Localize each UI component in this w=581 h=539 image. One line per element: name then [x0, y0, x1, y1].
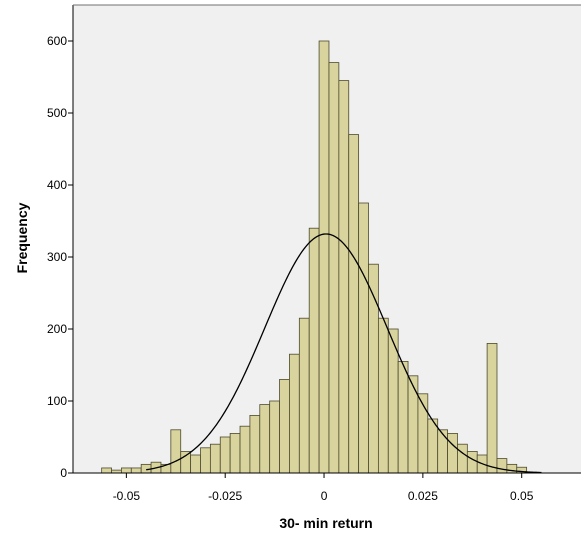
y-tick-label: 400 — [47, 178, 67, 192]
x-tick-label: 0 — [321, 489, 328, 503]
histogram-bar — [348, 134, 360, 474]
histogram-bar — [437, 429, 448, 474]
histogram-bar — [496, 458, 508, 474]
histogram-bar — [447, 432, 458, 474]
histogram-bar — [170, 429, 182, 474]
y-tick-label: 200 — [47, 322, 67, 336]
histogram-bar — [121, 467, 132, 474]
x-axis-title: 30- min return — [279, 515, 372, 531]
histogram-bar — [200, 447, 211, 474]
histogram-bar — [407, 375, 419, 474]
x-tick-label: -0.05 — [113, 489, 141, 503]
histogram-bar — [338, 80, 350, 474]
histogram-bar — [269, 400, 280, 474]
histogram-bars — [101, 40, 528, 474]
y-tick-label: 100 — [47, 394, 67, 408]
histogram-bar — [328, 62, 340, 474]
histogram-bar — [209, 443, 221, 474]
histogram-bar — [358, 202, 369, 474]
histogram-bar — [219, 436, 231, 474]
histogram-bar — [101, 467, 112, 474]
histogram-bar — [298, 317, 310, 474]
histogram-bar — [259, 404, 271, 474]
y-axis-title: Frequency — [14, 202, 30, 273]
histogram-bar — [180, 450, 192, 474]
histogram-bar — [190, 454, 201, 474]
x-tick-label: 0.025 — [408, 489, 438, 503]
plot-frame — [72, 4, 581, 474]
y-tick-label: 300 — [47, 250, 67, 264]
histogram-bar — [486, 342, 498, 474]
histogram-bar — [397, 360, 409, 474]
histogram-bar — [377, 317, 389, 474]
x-axis: -0.05 -0.025 0 0.025 0.05 — [113, 473, 534, 503]
y-axis: 0 100 200 300 400 500 600 — [47, 34, 73, 480]
histogram-bar — [239, 425, 251, 474]
histogram-bar — [279, 378, 290, 474]
histogram-bar — [289, 353, 300, 474]
histogram-bar — [506, 463, 518, 474]
x-tick-label: -0.025 — [208, 489, 242, 503]
y-tick-label: 500 — [47, 106, 67, 120]
y-tick-label: 600 — [47, 34, 67, 48]
x-tick-label: 0.05 — [510, 489, 534, 503]
histogram-bar — [457, 443, 468, 474]
histogram-bar — [427, 418, 439, 474]
histogram-bar — [229, 432, 241, 474]
histogram-bar — [466, 450, 478, 474]
histogram-bar — [249, 414, 261, 474]
normal-curve — [146, 233, 542, 474]
histogram-bar — [130, 467, 142, 474]
y-tick-label: 0 — [60, 466, 67, 480]
histogram-bar — [318, 40, 330, 474]
histogram-bar — [308, 227, 320, 474]
